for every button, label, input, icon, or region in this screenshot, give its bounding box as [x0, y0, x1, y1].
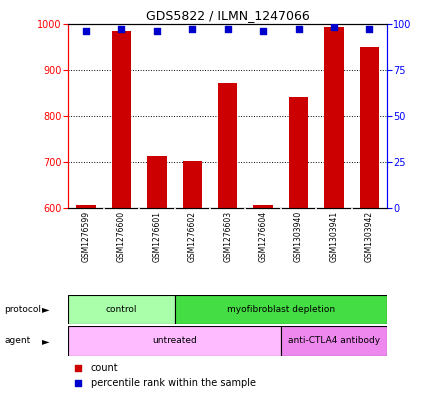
Point: [366, 26, 373, 32]
Point: [118, 26, 125, 32]
Bar: [289, 97, 308, 208]
Title: GDS5822 / ILMN_1247066: GDS5822 / ILMN_1247066: [146, 9, 310, 22]
Point: [74, 380, 81, 386]
Point: [224, 26, 231, 32]
Bar: [68, 295, 175, 324]
Text: untreated: untreated: [152, 336, 197, 345]
Bar: [324, 27, 344, 208]
Point: [295, 26, 302, 32]
Text: count: count: [91, 362, 118, 373]
Point: [260, 28, 267, 34]
Text: ►: ►: [42, 305, 50, 314]
Bar: [112, 31, 131, 208]
Text: GSM1276599: GSM1276599: [81, 211, 91, 262]
Bar: [281, 326, 387, 356]
Bar: [253, 205, 273, 208]
Point: [153, 28, 160, 34]
Bar: [147, 156, 167, 208]
Point: [330, 24, 337, 30]
Bar: [183, 161, 202, 208]
Text: control: control: [106, 305, 137, 314]
Text: GSM1303940: GSM1303940: [294, 211, 303, 262]
Text: myofibroblast depletion: myofibroblast depletion: [227, 305, 335, 314]
Point: [189, 26, 196, 32]
Text: ►: ►: [42, 336, 50, 346]
Text: percentile rank within the sample: percentile rank within the sample: [91, 378, 256, 388]
Bar: [360, 47, 379, 208]
Text: GSM1276602: GSM1276602: [188, 211, 197, 262]
Text: GSM1276601: GSM1276601: [152, 211, 161, 262]
Text: GSM1276600: GSM1276600: [117, 211, 126, 262]
Text: anti-CTLA4 antibody: anti-CTLA4 antibody: [288, 336, 380, 345]
Text: protocol: protocol: [4, 305, 41, 314]
Bar: [175, 295, 387, 324]
Point: [74, 364, 81, 371]
Text: GSM1303942: GSM1303942: [365, 211, 374, 262]
Text: GSM1303941: GSM1303941: [330, 211, 338, 262]
Point: [82, 28, 89, 34]
Bar: [76, 205, 95, 208]
Text: agent: agent: [4, 336, 31, 345]
Text: GSM1276604: GSM1276604: [259, 211, 268, 262]
Text: GSM1276603: GSM1276603: [223, 211, 232, 262]
Bar: [218, 83, 238, 208]
Bar: [68, 326, 281, 356]
